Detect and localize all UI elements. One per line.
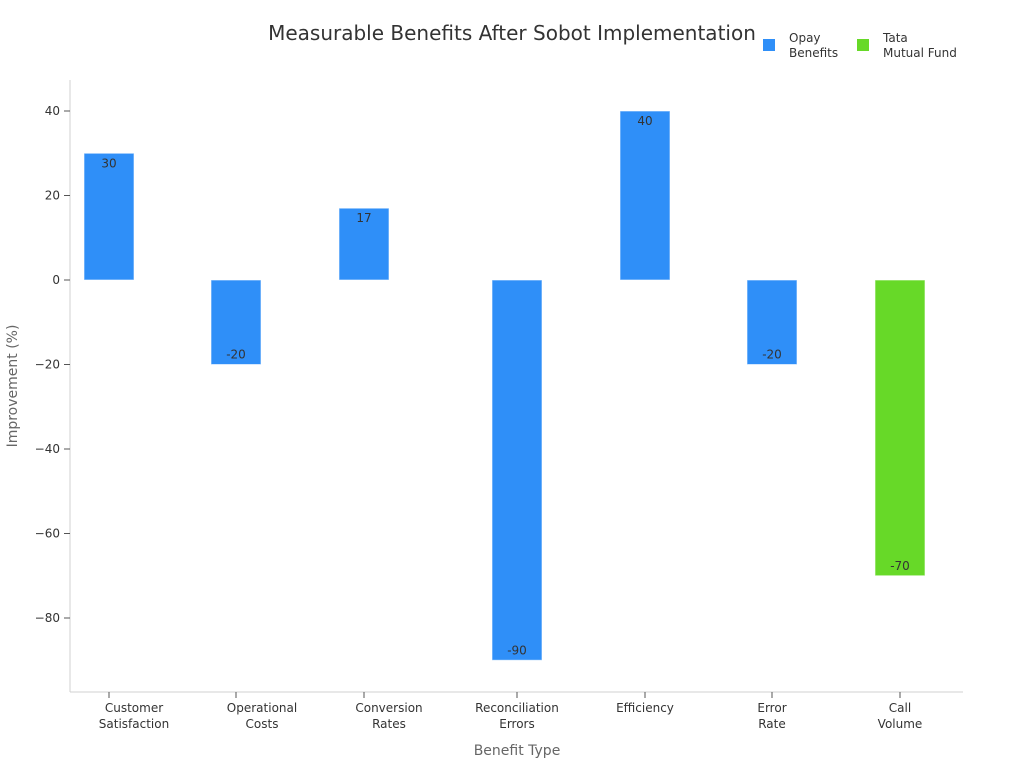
x-tick-label: Call Volume xyxy=(878,701,923,731)
bar-data-label: 40 xyxy=(637,114,652,128)
y-tick-label: 20 xyxy=(45,189,60,203)
y-tick-label: −80 xyxy=(35,611,60,625)
x-tick-label: Efficiency xyxy=(616,701,674,715)
chart-title: Measurable Benefits After Sobot Implemen… xyxy=(268,21,756,45)
bars xyxy=(83,110,926,661)
bar xyxy=(83,152,135,281)
bar xyxy=(874,279,926,577)
x-axis-title: Benefit Type xyxy=(474,743,561,759)
x-tick-label: Reconciliation Errors xyxy=(475,701,559,731)
legend-label: Tata Mutual Fund xyxy=(882,31,957,60)
y-tick-label: −60 xyxy=(35,527,60,541)
bar xyxy=(491,279,543,661)
y-tick-label: 40 xyxy=(45,104,60,118)
x-tick-label: Conversion Rates xyxy=(355,701,422,731)
bar xyxy=(619,110,671,281)
bar-data-label: -90 xyxy=(507,643,527,657)
legend-swatch xyxy=(763,39,775,51)
bar-data-label: -20 xyxy=(762,348,782,362)
y-tick-label: 0 xyxy=(52,273,60,287)
bar xyxy=(210,279,262,365)
bar-labels: 30 -20 17 -90 40 -20 -70 xyxy=(101,114,909,657)
bar-data-label: -70 xyxy=(890,559,910,573)
x-tick-label: Error Rate xyxy=(757,701,786,731)
legend-label: Opay Benefits xyxy=(789,31,838,60)
x-axis: Customer Satisfaction Operational Costs Conv… xyxy=(70,691,963,731)
legend: Opay Benefits Tata Mutual Fund xyxy=(763,31,957,60)
bar-data-label: 30 xyxy=(101,156,116,170)
legend-swatch xyxy=(857,39,869,51)
bar-data-label: -20 xyxy=(226,348,246,362)
y-axis: 40 20 0 −20 −40 −60 −80 xyxy=(35,80,71,692)
x-tick-label: Customer Satisfaction xyxy=(99,701,169,731)
x-tick-label: Operational Costs xyxy=(227,701,297,731)
bar xyxy=(338,207,390,281)
y-tick-label: −20 xyxy=(35,358,60,372)
y-axis-title: Improvement (%) xyxy=(5,325,21,448)
bar-data-label: 17 xyxy=(356,211,371,225)
bar xyxy=(746,279,798,365)
y-tick-label: −40 xyxy=(35,442,60,456)
